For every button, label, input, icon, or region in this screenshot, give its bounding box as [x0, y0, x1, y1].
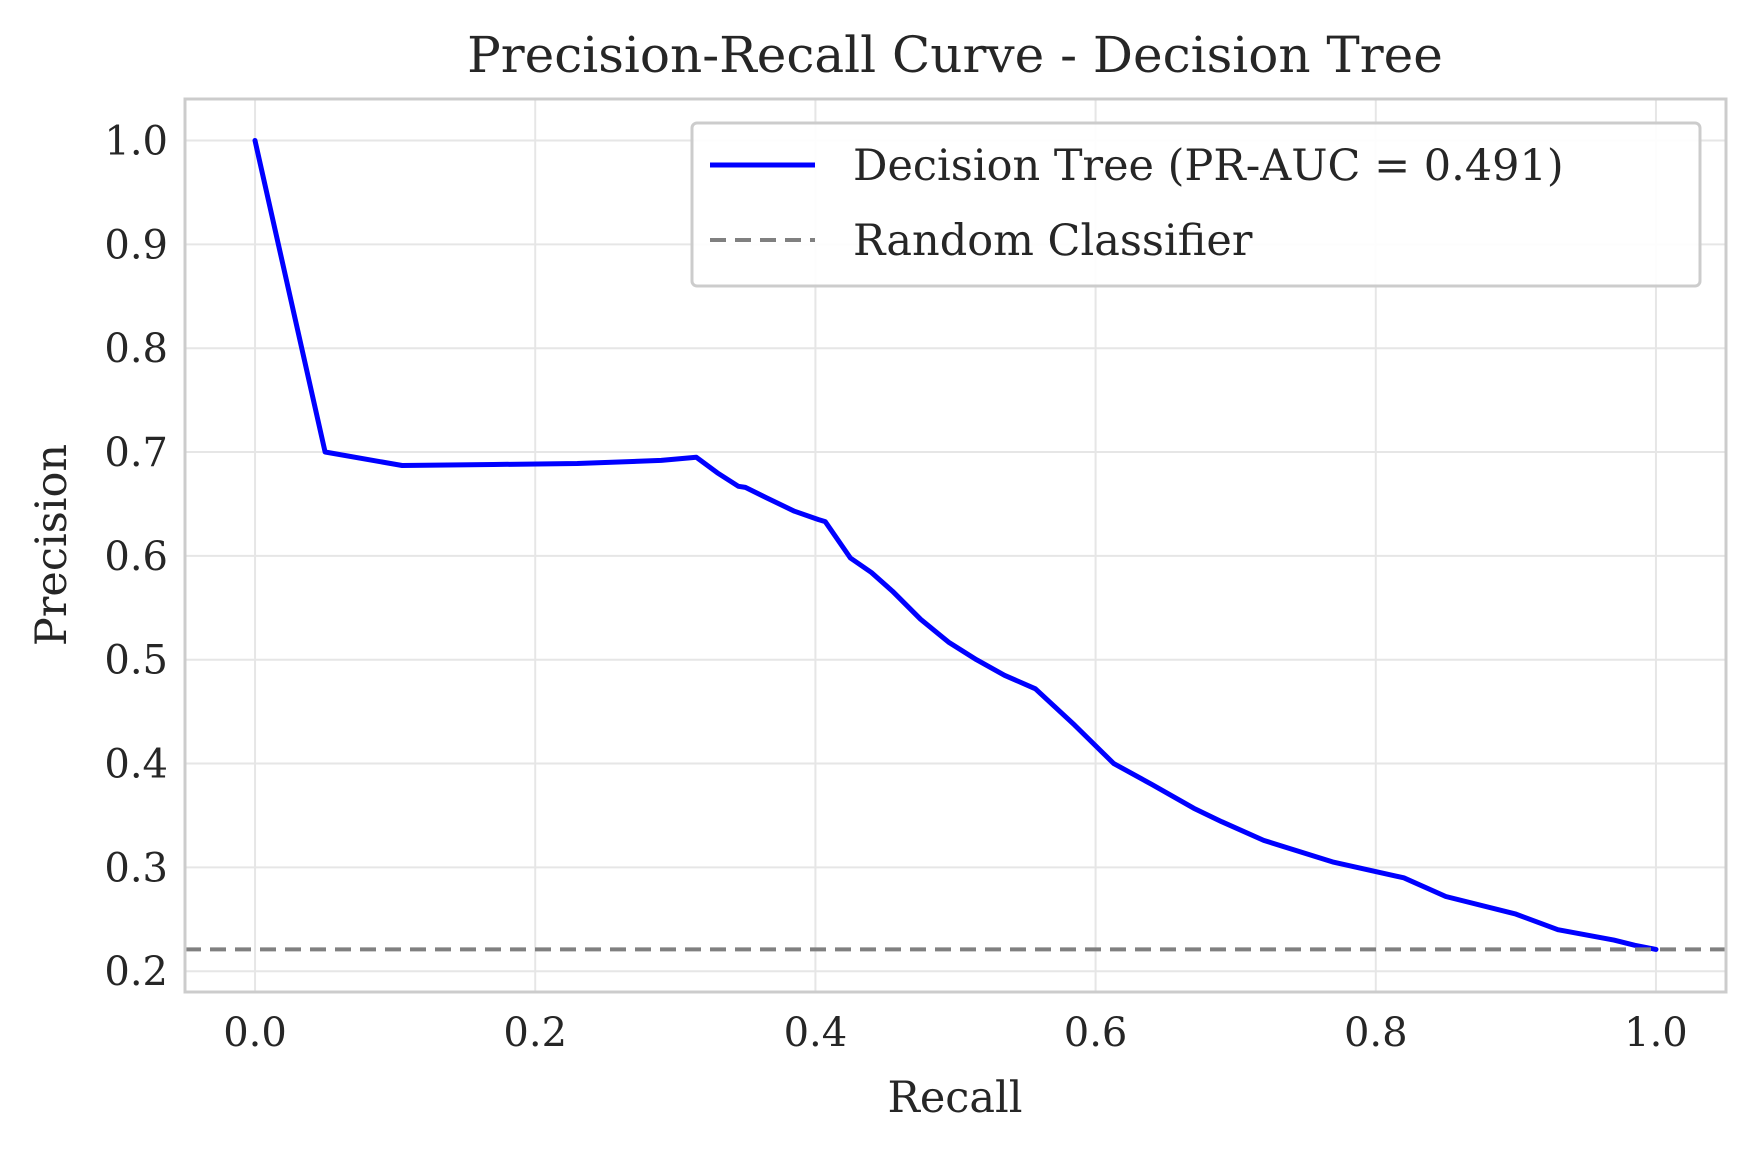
y-tick-labels: 0.2 0.3 0.4 0.5 0.6 0.7 0.8 0.9 1.0: [104, 119, 168, 996]
x-tick-label: 0.6: [1064, 1010, 1128, 1056]
chart-title: Precision-Recall Curve - Decision Tree: [467, 26, 1443, 84]
legend-box: [690, 121, 1702, 288]
x-axis-title: Recall: [887, 1073, 1022, 1123]
plot-frame: [183, 97, 1728, 994]
decision-tree-pr-curve: [252, 138, 1659, 952]
legend-label-random-classifier: Random Classifier: [853, 216, 1253, 266]
y-tick-label: 0.4: [104, 742, 168, 788]
y-tick-label: 0.7: [104, 430, 168, 476]
y-tick-label: 0.5: [104, 638, 168, 684]
y-tick-label: 0.9: [104, 222, 168, 268]
y-tick-label: 0.2: [104, 949, 168, 995]
y-tick-label: 0.3: [104, 845, 168, 891]
y-tick-label: 1.0: [104, 119, 168, 165]
x-tick-label: 0.0: [223, 1010, 287, 1056]
series-lines: [185, 138, 1726, 952]
legend: Decision Tree (PR-AUC = 0.491) Random Cl…: [690, 121, 1702, 288]
x-tick-labels: 0.0 0.2 0.4 0.6 0.8 1.0: [223, 1010, 1688, 1056]
x-tick-label: 0.8: [1344, 1010, 1408, 1056]
y-tick-label: 0.8: [104, 326, 168, 372]
legend-label-decision-tree: Decision Tree (PR-AUC = 0.491): [853, 141, 1564, 191]
x-tick-label: 1.0: [1624, 1010, 1688, 1056]
x-tick-label: 0.2: [503, 1010, 567, 1056]
y-tick-label: 0.6: [104, 534, 168, 580]
x-tick-label: 0.4: [784, 1010, 848, 1056]
y-axis-title: Precision: [27, 444, 77, 646]
